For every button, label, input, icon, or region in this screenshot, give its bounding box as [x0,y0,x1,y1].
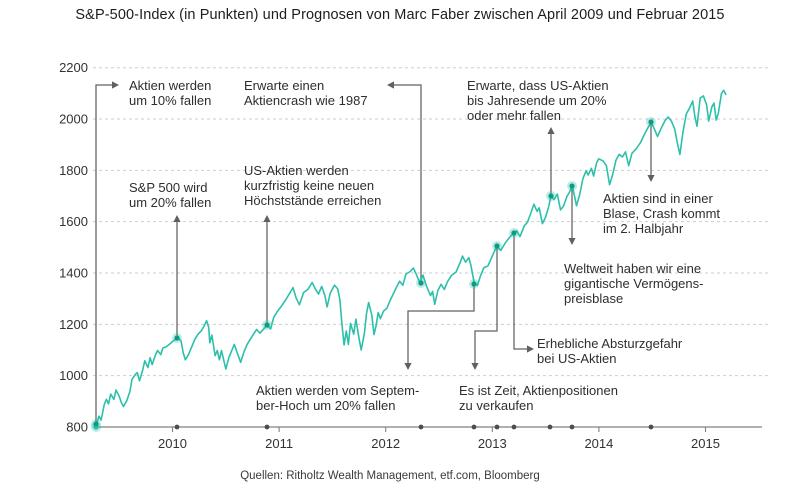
source-note: Quellen: Ritholtz Wealth Management, etf… [240,470,540,482]
y-axis-tick-label: 2200 [59,60,88,75]
x-axis-tick-label: 2013 [478,436,507,451]
y-axis-tick-label: 1600 [59,214,88,229]
prediction-axis-dot [511,424,517,430]
connector-arrowhead [173,215,181,222]
prediction-marker-absturzgefahr [511,230,517,236]
prediction-axis-dot [569,424,575,430]
prediction-axis-dot [547,424,553,430]
connector-arrowhead [263,215,271,222]
chart-title: S&P-500-Index (in Punkten) und Prognosen… [75,7,725,23]
x-axis-tick-label: 2014 [584,436,613,451]
sp500-index-line [96,89,727,425]
connector-arrowhead [471,363,479,370]
prediction-marker-crash-wie-1987 [418,280,424,286]
x-axis-tick-label: 2011 [265,436,293,451]
annotation-connector-fall-10pct [95,84,112,424]
annotation-connector-zeit-zu-verkaufen [474,248,498,363]
x-axis-tick-label: 2015 [691,436,720,451]
prediction-marker-vermoegenspreisblase [569,183,575,189]
x-axis-tick-label: 2012 [371,436,400,451]
prediction-axis-dot [418,424,424,430]
annotation-connector-absturzgefahr [513,235,527,350]
prediction-marker-september-hoch [471,281,477,287]
x-axis-tick-label: 2010 [158,436,187,451]
annotation-connector-september-hoch [407,286,475,363]
y-axis-tick-label: 1200 [59,317,88,332]
prediction-marker-blase-crash-halbjahr [648,119,654,125]
annotation-sp500-fall-20pct: S&P 500 wird um 20% fallen [129,180,212,210]
connector-arrowhead [568,238,576,245]
annotation-blase-crash-halbjahr: Aktien sind in einer Blase, Crash kommt … [603,191,721,236]
connector-arrowhead [404,363,412,370]
prediction-marker-zeit-zu-verkaufen [494,243,500,249]
connector-arrowhead [647,175,655,182]
prediction-marker-sp500-fall-20pct [174,335,180,341]
prediction-axis-dot [648,424,654,430]
y-axis-tick-label: 1400 [59,266,88,281]
prediction-axis-dot [264,424,270,430]
annotation-vermoegenspreisblase: Weltweit haben wir eine gigantische Verm… [564,261,704,306]
annotation-keine-hoechststaende: US-Aktien werden kurzfristig keine neuen… [244,163,382,208]
connector-arrowhead [547,127,555,134]
annotation-fall-10pct: Aktien werden um 10% fallen [129,78,212,108]
prediction-axis-dot [494,424,500,430]
connector-arrowhead [527,345,534,353]
annotation-absturzgefahr: Erhebliche Absturzgefahr bei US-Aktien [537,336,683,366]
prediction-marker-fall-10pct [93,421,99,427]
annotation-connector-crash-wie-1987 [394,84,422,281]
annotation-crash-wie-1987: Erwarte einen Aktiencrash wie 1987 [244,78,368,108]
y-axis-tick-label: 800 [66,420,88,435]
y-axis-tick-label: 1800 [59,163,88,178]
prediction-axis-dot [174,424,180,430]
annotation-zeit-zu-verkaufen: Es ist Zeit, Aktienpositionen zu verkauf… [459,383,618,413]
prediction-marker-fall-20pct-jahresende [548,193,554,199]
annotation-fall-20pct-jahresende: Erwarte, dass US-Aktien bis Jahresende u… [467,78,609,123]
connector-arrowhead [387,81,394,89]
annotation-september-hoch: Aktien werden vom Septem- ber-Hoch um 20… [256,383,420,413]
y-axis-tick-label: 1000 [59,368,88,383]
y-axis-tick-label: 2000 [59,112,88,127]
connector-arrowhead [112,81,119,89]
prediction-axis-dot [471,424,477,430]
prediction-marker-keine-hoechststaende [264,322,270,328]
